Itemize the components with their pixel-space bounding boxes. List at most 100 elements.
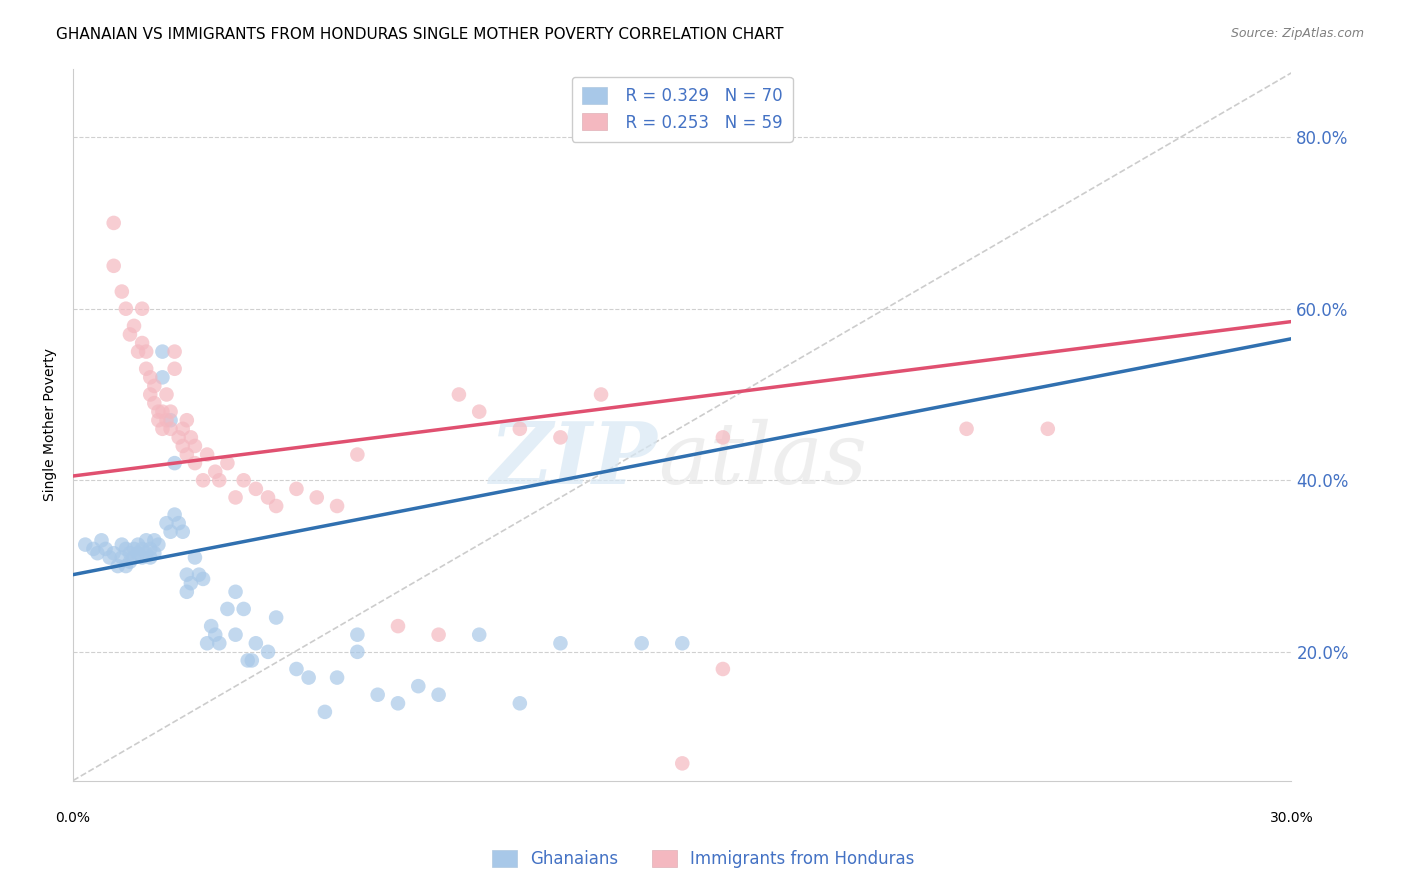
Point xyxy=(131,336,153,351)
Point xyxy=(550,430,572,444)
Point xyxy=(955,422,977,436)
Point xyxy=(326,671,349,685)
Point xyxy=(346,628,368,642)
Point xyxy=(103,216,125,230)
Point xyxy=(232,602,254,616)
Point xyxy=(245,482,267,496)
Point xyxy=(184,550,207,565)
Text: 0.0%: 0.0% xyxy=(56,811,90,824)
Point xyxy=(550,636,572,650)
Point xyxy=(447,387,470,401)
Point xyxy=(225,584,247,599)
Point xyxy=(195,448,218,462)
Point xyxy=(139,370,162,384)
Point xyxy=(155,516,177,531)
Point xyxy=(184,439,207,453)
Point xyxy=(509,422,531,436)
Text: atlas: atlas xyxy=(658,418,868,501)
Point xyxy=(172,422,194,436)
Point xyxy=(82,541,104,556)
Point xyxy=(139,550,162,565)
Point xyxy=(159,524,181,539)
Point xyxy=(139,541,162,556)
Point xyxy=(127,344,149,359)
Point xyxy=(346,448,368,462)
Point xyxy=(225,491,247,505)
Point xyxy=(387,696,409,710)
Point xyxy=(204,628,226,642)
Point xyxy=(176,413,198,427)
Point xyxy=(111,538,134,552)
Point xyxy=(139,387,162,401)
Point xyxy=(217,602,239,616)
Point xyxy=(225,628,247,642)
Point xyxy=(305,491,328,505)
Point xyxy=(427,688,450,702)
Text: Source: ZipAtlas.com: Source: ZipAtlas.com xyxy=(1230,27,1364,40)
Point xyxy=(152,344,174,359)
Point xyxy=(163,361,186,376)
Point xyxy=(94,541,117,556)
Point xyxy=(127,538,149,552)
Point xyxy=(135,546,157,560)
Point xyxy=(468,628,491,642)
Point xyxy=(711,430,734,444)
Point xyxy=(180,576,202,591)
Point xyxy=(236,653,259,667)
Point xyxy=(232,473,254,487)
Text: ZIP: ZIP xyxy=(491,418,658,502)
Point xyxy=(122,550,145,565)
Point xyxy=(143,546,166,560)
Point xyxy=(671,756,693,771)
Point xyxy=(298,671,321,685)
Point xyxy=(148,404,170,418)
Point xyxy=(245,636,267,650)
Point xyxy=(75,538,97,552)
Point xyxy=(711,662,734,676)
Point xyxy=(172,524,194,539)
Point xyxy=(155,413,177,427)
Point xyxy=(152,422,174,436)
Point xyxy=(1036,422,1059,436)
Point xyxy=(131,301,153,316)
Point xyxy=(257,491,280,505)
Point xyxy=(195,636,218,650)
Point xyxy=(240,653,263,667)
Point xyxy=(172,439,194,453)
Point xyxy=(191,572,214,586)
Point xyxy=(367,688,389,702)
Point xyxy=(184,456,207,470)
Y-axis label: Single Mother Poverty: Single Mother Poverty xyxy=(44,348,58,501)
Text: 30.0%: 30.0% xyxy=(1270,811,1313,824)
Point xyxy=(155,387,177,401)
Point xyxy=(204,465,226,479)
Point xyxy=(159,413,181,427)
Point xyxy=(589,387,612,401)
Point xyxy=(163,508,186,522)
Point xyxy=(135,344,157,359)
Text: GHANAIAN VS IMMIGRANTS FROM HONDURAS SINGLE MOTHER POVERTY CORRELATION CHART: GHANAIAN VS IMMIGRANTS FROM HONDURAS SIN… xyxy=(56,27,783,42)
Point xyxy=(143,533,166,548)
Point xyxy=(167,516,190,531)
Point xyxy=(115,541,138,556)
Point xyxy=(285,662,308,676)
Point xyxy=(326,499,349,513)
Point xyxy=(163,344,186,359)
Point xyxy=(143,396,166,410)
Point xyxy=(188,567,211,582)
Point xyxy=(468,404,491,418)
Point xyxy=(103,259,125,273)
Point xyxy=(122,541,145,556)
Point xyxy=(314,705,336,719)
Point xyxy=(115,301,138,316)
Point xyxy=(152,370,174,384)
Point xyxy=(118,546,141,560)
Legend: Ghanaians, Immigrants from Honduras: Ghanaians, Immigrants from Honduras xyxy=(485,843,921,875)
Point xyxy=(264,499,287,513)
Point xyxy=(143,379,166,393)
Point xyxy=(257,645,280,659)
Point xyxy=(191,473,214,487)
Point xyxy=(159,404,181,418)
Point xyxy=(509,696,531,710)
Point xyxy=(107,559,129,574)
